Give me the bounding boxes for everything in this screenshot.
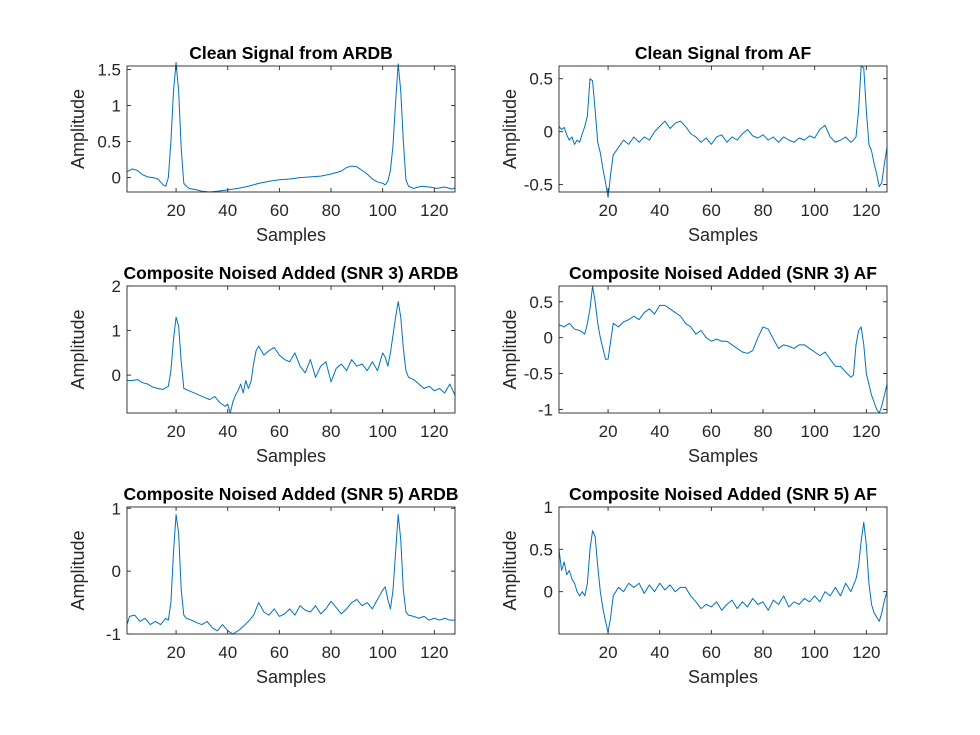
- x-tick-label: 20: [167, 643, 186, 662]
- axes-box: [126, 285, 456, 414]
- x-tick-label: 120: [852, 422, 880, 441]
- x-tick-label: 60: [702, 643, 721, 662]
- x-tick-label: 40: [218, 422, 237, 441]
- x-tick-label: 120: [852, 643, 880, 662]
- y-tick-label: 0.5: [529, 293, 553, 312]
- x-tick-label: 20: [599, 201, 618, 220]
- y-tick-label: 0: [544, 583, 553, 602]
- y-tick-label: 1.5: [97, 61, 121, 80]
- x-tick-label: 60: [702, 422, 721, 441]
- x-tick-label: 120: [420, 201, 448, 220]
- x-axis-label: Samples: [688, 446, 758, 466]
- series-line: [558, 521, 888, 633]
- x-tick-label: 80: [754, 422, 773, 441]
- y-tick-label: 0.5: [529, 540, 553, 559]
- y-tick-label: 0.5: [529, 70, 553, 89]
- axes-box: [558, 285, 888, 414]
- y-axis-label: Amplitude: [500, 309, 520, 389]
- x-tick-label: 20: [599, 422, 618, 441]
- y-tick-label: -0.5: [524, 365, 553, 384]
- x-tick-label: 20: [167, 201, 186, 220]
- series-line: [558, 285, 888, 414]
- series-line: [126, 514, 455, 635]
- y-tick-label: 1: [112, 322, 121, 341]
- subplot-title: Composite Noised Added (SNR 5) AF: [569, 484, 877, 504]
- y-tick-label: 1: [112, 499, 121, 518]
- x-axis-label: Samples: [688, 225, 758, 245]
- subplot-title: Clean Signal from ARDB: [189, 43, 393, 63]
- x-tick-label: 80: [754, 643, 773, 662]
- y-tick-label: 0: [544, 123, 553, 142]
- x-tick-label: 120: [420, 422, 448, 441]
- x-tick-label: 20: [167, 422, 186, 441]
- axes-box: [558, 506, 888, 635]
- x-tick-label: 40: [218, 643, 237, 662]
- x-tick-label: 80: [322, 201, 341, 220]
- x-tick-label: 100: [368, 643, 396, 662]
- x-axis-label: Samples: [256, 225, 326, 245]
- x-tick-label: 60: [270, 643, 289, 662]
- x-tick-label: 120: [852, 201, 880, 220]
- axes-box: [558, 65, 888, 193]
- x-tick-label: 60: [270, 201, 289, 220]
- subplot-1: 20 40 60 80 100 120 0 0.5 1 1.5 Clean Signal from …: [68, 43, 456, 245]
- y-tick-label: 0: [112, 169, 121, 188]
- subplot-title: Composite Noised Added (SNR 5) ARDB: [123, 484, 458, 504]
- subplot-6: 20 40 60 80 100 120 0 0.5 1 Composite Noised Adde…: [500, 484, 888, 687]
- y-axis-label: Amplitude: [500, 89, 520, 169]
- x-tick-label: 100: [368, 422, 396, 441]
- axes-box: [126, 506, 456, 635]
- x-tick-label: 100: [368, 201, 396, 220]
- y-tick-label: 2: [112, 277, 121, 296]
- y-tick-label: 0: [112, 366, 121, 385]
- subplot-title: Composite Noised Added (SNR 3) ARDB: [123, 263, 458, 283]
- axes-box: [126, 65, 456, 193]
- y-tick-label: 0: [112, 562, 121, 581]
- x-tick-label: 40: [650, 422, 669, 441]
- series-line: [558, 65, 888, 198]
- y-tick-label: -0.5: [524, 176, 553, 195]
- x-tick-label: 80: [754, 201, 773, 220]
- x-axis-label: Samples: [688, 667, 758, 687]
- x-tick-label: 120: [420, 643, 448, 662]
- subplot-title: Clean Signal from AF: [635, 43, 812, 63]
- y-tick-label: 1: [544, 498, 553, 517]
- series-line: [127, 301, 456, 414]
- subplot-2: 20 40 60 80 100 120 -0.5 0 0.5 Clean Signal from …: [500, 43, 888, 245]
- x-axis-label: Samples: [256, 446, 326, 466]
- subplot-4: 20 40 60 80 100 120 -1 -0.5 0 0.5 Composite Noised…: [500, 263, 888, 466]
- x-tick-label: 40: [650, 201, 669, 220]
- y-axis-label: Amplitude: [68, 530, 88, 610]
- y-tick-label: 1: [112, 97, 121, 116]
- x-tick-label: 40: [650, 643, 669, 662]
- x-tick-label: 100: [800, 643, 828, 662]
- y-axis-label: Amplitude: [68, 89, 88, 169]
- x-tick-label: 100: [800, 422, 828, 441]
- y-tick-label: 0: [544, 329, 553, 348]
- x-tick-label: 20: [599, 643, 618, 662]
- x-tick-label: 40: [218, 201, 237, 220]
- y-tick-label: 0.5: [97, 133, 121, 152]
- x-tick-label: 80: [322, 643, 341, 662]
- y-tick-label: -1: [106, 625, 121, 644]
- series-line: [126, 61, 456, 193]
- x-axis-label: Samples: [256, 667, 326, 687]
- y-tick-label: -1: [538, 400, 553, 419]
- x-tick-label: 60: [270, 422, 289, 441]
- y-axis-label: Amplitude: [68, 309, 88, 389]
- x-tick-label: 60: [702, 201, 721, 220]
- x-tick-label: 100: [800, 201, 828, 220]
- y-axis-label: Amplitude: [500, 530, 520, 610]
- x-tick-label: 80: [322, 422, 341, 441]
- subplot-title: Composite Noised Added (SNR 3) AF: [569, 263, 877, 283]
